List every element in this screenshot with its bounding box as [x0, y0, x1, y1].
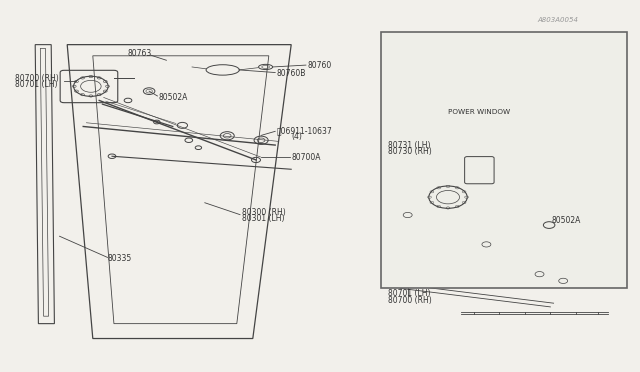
Text: 80760B: 80760B	[276, 69, 306, 78]
Text: 80335: 80335	[108, 254, 132, 263]
Text: 80731 (LH): 80731 (LH)	[388, 141, 430, 150]
Text: 80730 (RH): 80730 (RH)	[388, 147, 431, 156]
Text: 80700 (RH): 80700 (RH)	[15, 74, 58, 83]
Text: 80700A: 80700A	[291, 153, 321, 162]
Text: 80502A: 80502A	[552, 216, 581, 225]
Text: 80701 (LH): 80701 (LH)	[388, 289, 430, 298]
Text: 80763: 80763	[128, 49, 152, 58]
Text: (4): (4)	[292, 132, 303, 141]
Text: 80701 (LH): 80701 (LH)	[15, 80, 57, 89]
Text: A803A0054: A803A0054	[538, 17, 579, 23]
Text: 80700 (RH): 80700 (RH)	[388, 296, 431, 305]
Text: 80760: 80760	[307, 61, 332, 70]
Text: 80300 (RH): 80300 (RH)	[242, 208, 285, 217]
FancyBboxPatch shape	[381, 32, 627, 288]
Text: ⓝ06911-10637: ⓝ06911-10637	[276, 127, 332, 136]
Text: 80301 (LH): 80301 (LH)	[242, 214, 284, 223]
Text: 80502A: 80502A	[159, 93, 188, 102]
Text: POWER WINDOW: POWER WINDOW	[448, 109, 510, 115]
